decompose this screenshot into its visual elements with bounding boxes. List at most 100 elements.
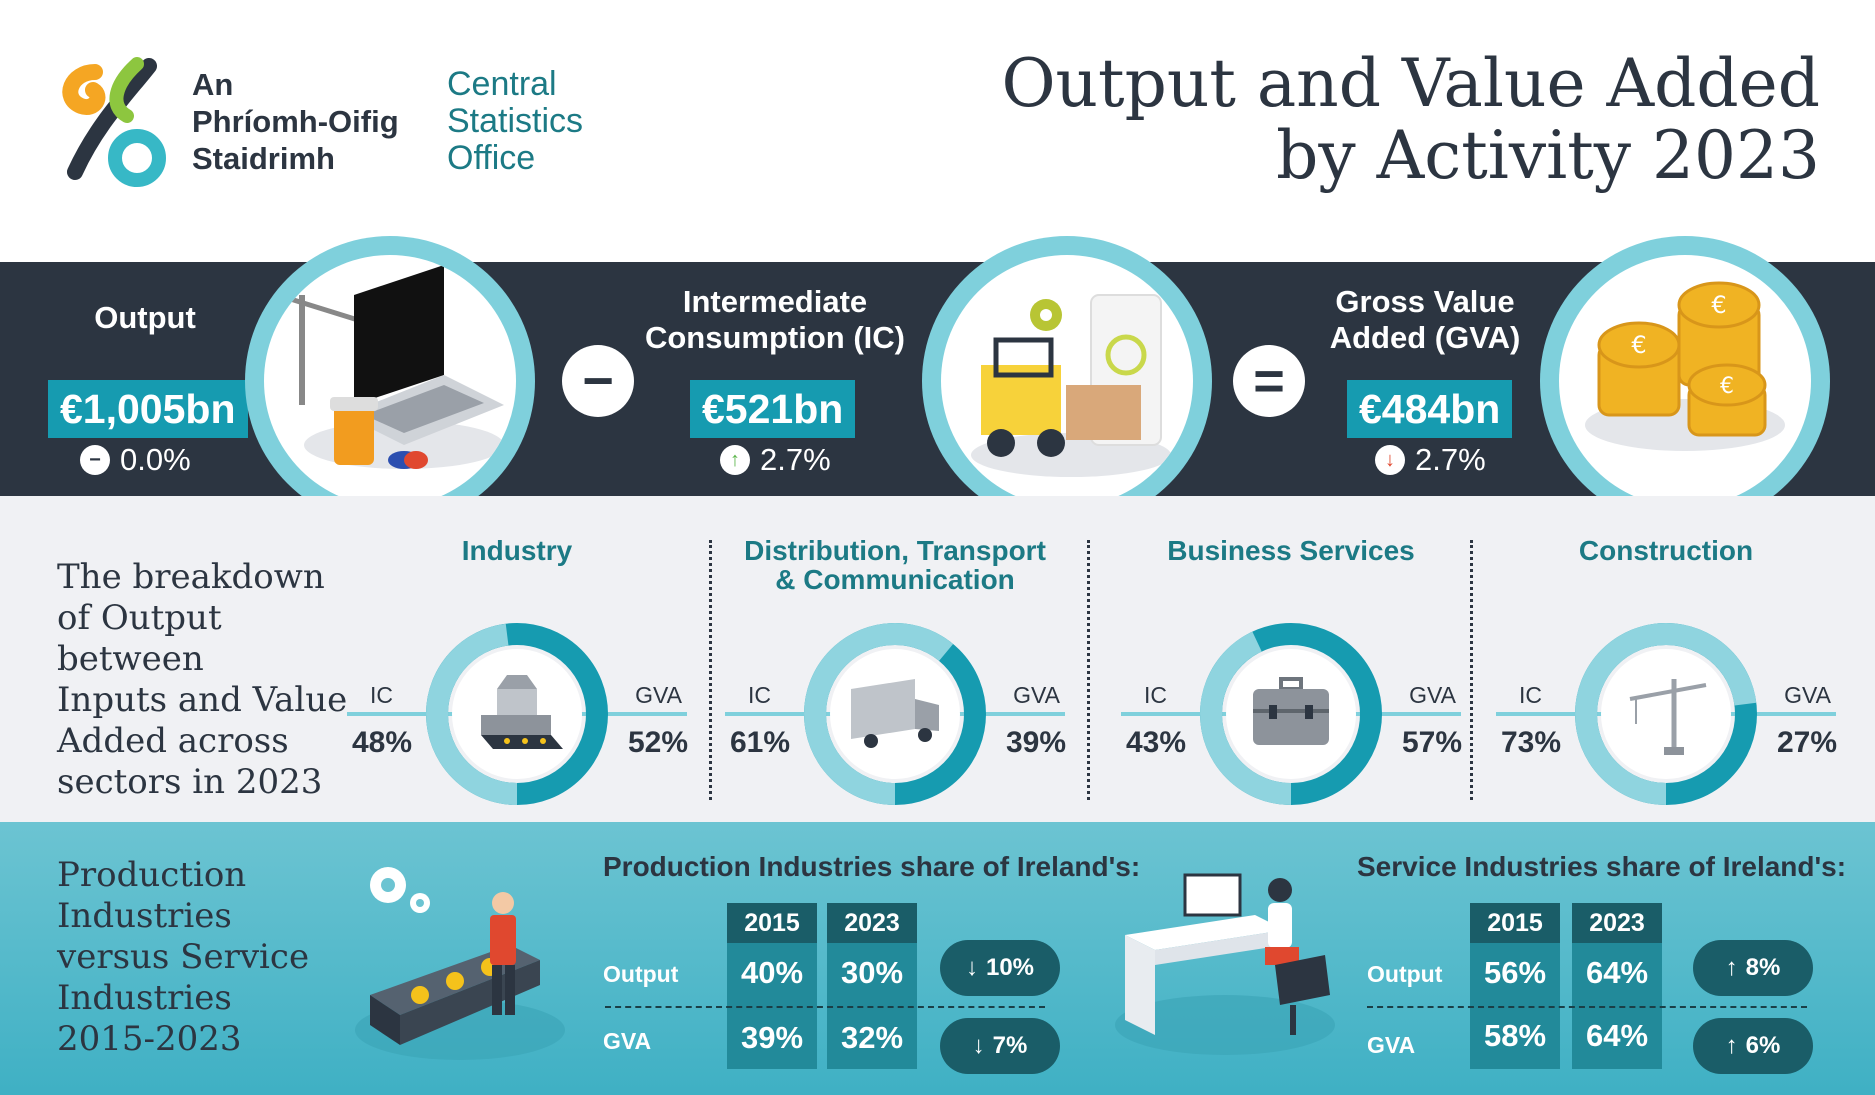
service-output-2015: 56% xyxy=(1483,955,1547,990)
service-year-2023: 2023 xyxy=(1572,903,1662,943)
gva-label: GVA xyxy=(1784,682,1831,708)
breakdown-intro: The breakdown of Output between Inputs a… xyxy=(57,557,377,803)
svg-text:€: € xyxy=(1631,331,1646,359)
logo-irish-line-1: An xyxy=(192,67,234,102)
production-gva-change-value: 7% xyxy=(992,1032,1028,1059)
ic-change: ↑ 2.7% xyxy=(720,442,831,478)
gva-label-line-2: Added (GVA) xyxy=(1329,320,1521,355)
sector-donut xyxy=(804,623,986,805)
sector-title: Business Services xyxy=(1116,536,1466,565)
worker-conveyor-icon xyxy=(355,867,565,1060)
sector-title-line-1: Business Services xyxy=(1167,535,1415,566)
sector-title-line-1: Construction xyxy=(1578,535,1754,566)
office-worker-desk-icon xyxy=(1115,873,1335,1055)
sector-industry: Industry IC 48% GVA 52% xyxy=(342,536,692,806)
gva-label: GVA xyxy=(635,682,682,708)
ic-label: IC xyxy=(748,682,771,708)
breakdown-intro-line-1: The breakdown xyxy=(57,557,325,597)
production-year-2023: 2023 xyxy=(827,903,917,943)
production-share-title: Production Industries share of Ireland's… xyxy=(603,851,1141,882)
ic-change-value: 2.7% xyxy=(760,442,831,477)
service-gva-label: GVA xyxy=(1367,1032,1416,1058)
comparison-intro-line-1: Production xyxy=(57,855,247,895)
ic-value: €521bn xyxy=(690,380,856,438)
gva-label: GVA xyxy=(1409,682,1456,708)
down-arrow-icon: ↓ xyxy=(965,954,978,981)
ic-label-line-2: Consumption (IC) xyxy=(644,320,905,355)
production-year-2015: 2015 xyxy=(727,903,817,943)
ic-label-line-1: Intermediate xyxy=(682,284,868,319)
gva-change-value: 2.7% xyxy=(1415,442,1486,477)
sector-divider xyxy=(709,540,712,800)
production-row-separator xyxy=(605,1006,1045,1008)
service-output-change: ↑ 8% xyxy=(1693,940,1813,996)
sector-title-line-1: Distribution, Transport xyxy=(744,535,1046,566)
svg-text:€: € xyxy=(1720,374,1734,399)
cso-logo: An Phríomh-Oifig Staidrimh Central Stati… xyxy=(57,54,617,194)
service-gva-2015: 58% xyxy=(1483,1018,1547,1053)
comparison-intro-line-2: Industries xyxy=(57,896,232,936)
comparison-intro-line-5: 2015-2023 xyxy=(57,1019,242,1059)
donut-ic-arc xyxy=(804,623,986,805)
page-title-line-2: by Activity 2023 xyxy=(1276,117,1820,194)
up-arrow-icon: ↑ xyxy=(1725,1032,1738,1059)
euro-coins-icon: € € € xyxy=(1585,281,1785,451)
comparison-intro-line-4: Industries xyxy=(57,978,232,1018)
flat-change-icon: − xyxy=(80,445,110,475)
output-change: − 0.0% xyxy=(80,442,191,478)
production-output-change-value: 10% xyxy=(985,954,1035,981)
sector-distribution: Distribution, Transport & Communication IC… xyxy=(720,536,1070,806)
gva-illustration: € € € xyxy=(1540,236,1830,526)
gva-value: €484bn xyxy=(1347,380,1513,438)
truck-icon xyxy=(851,679,939,748)
gva-percent: 52% xyxy=(627,726,688,759)
output-illustration xyxy=(245,236,535,526)
gva-percent: 39% xyxy=(1005,726,1066,759)
equals-operator: = xyxy=(1233,345,1305,417)
production-output-2015: 40% xyxy=(740,955,804,990)
output-value: €1,005bn xyxy=(48,380,248,438)
cso-logo-mark-icon xyxy=(62,57,166,187)
sector-title-line-1: Industry xyxy=(461,535,573,566)
minus-operator: − xyxy=(562,345,634,417)
gva-label-line-1: Gross Value xyxy=(1335,284,1515,319)
ic-percent: 61% xyxy=(730,726,791,759)
ic-percent: 48% xyxy=(352,726,413,759)
production-gva-2015: 39% xyxy=(740,1020,804,1055)
sector-donut xyxy=(426,623,608,805)
logo-irish-line-2: Phríomh-Oifig xyxy=(192,104,399,139)
service-row-separator xyxy=(1367,1006,1807,1008)
production-gva-label: GVA xyxy=(603,1028,652,1054)
sector-construction: Construction IC 73% GVA 27% xyxy=(1491,536,1841,806)
donut-ic-arc xyxy=(1575,623,1757,805)
service-gva-change: ↑ 6% xyxy=(1693,1018,1813,1074)
sector-title: Industry xyxy=(342,536,692,565)
service-output-2023: 64% xyxy=(1585,955,1649,990)
breakdown-intro-line-4: Added across xyxy=(57,721,289,761)
production-gva-change: ↓ 7% xyxy=(940,1018,1060,1074)
briefcase-icon xyxy=(1253,677,1329,745)
breakdown-intro-line-3: Inputs and Value xyxy=(57,680,348,720)
gva-percent: 27% xyxy=(1776,726,1837,759)
up-arrow-icon: ↑ xyxy=(1725,954,1738,981)
gva-change: ↓ 2.7% xyxy=(1375,442,1486,478)
gva-label: GVA xyxy=(1013,682,1060,708)
sector-title: Distribution, Transport & Communication xyxy=(720,536,1070,594)
ic-percent: 73% xyxy=(1501,726,1562,759)
logo-irish-line-3: Staidrimh xyxy=(192,141,335,176)
gva-percent: 57% xyxy=(1401,726,1462,759)
service-output-label: Output xyxy=(1367,961,1443,987)
sector-divider xyxy=(1087,540,1090,800)
output-label: Output xyxy=(94,300,196,335)
svg-text:€: € xyxy=(1711,291,1726,319)
sector-divider xyxy=(1470,540,1473,800)
breakdown-intro-line-2: of Output between xyxy=(57,598,222,679)
comparison-intro: Production Industries versus Service Ind… xyxy=(57,855,337,1060)
service-gva-2023: 64% xyxy=(1585,1018,1649,1053)
donut-ic-arc xyxy=(426,623,608,805)
laptop-crane-pills-icon xyxy=(283,265,504,469)
sector-business-services: Business Services IC 43% GVA 57% xyxy=(1116,536,1466,806)
down-arrow-icon: ↓ xyxy=(972,1032,985,1059)
ic-label: IC xyxy=(370,682,393,708)
sector-title: Construction xyxy=(1491,536,1841,565)
